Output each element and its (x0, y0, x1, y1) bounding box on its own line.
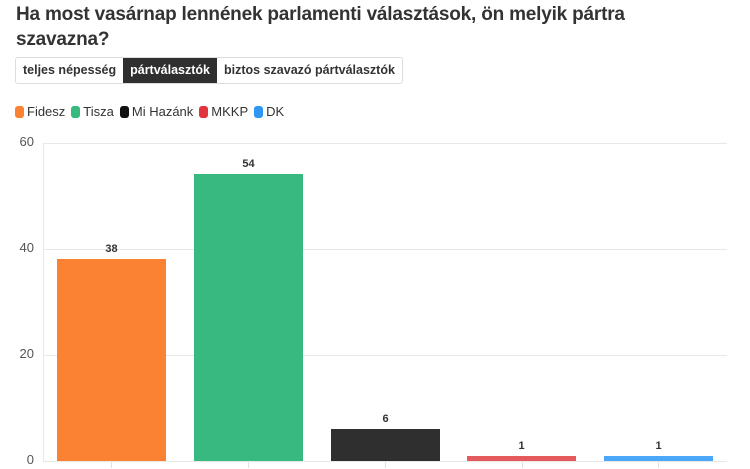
bar-mkkp[interactable] (467, 456, 576, 461)
legend-item-tisza[interactable]: Tisza (71, 104, 114, 119)
legend-swatch-icon (15, 105, 24, 118)
bar-fidesz[interactable] (57, 259, 166, 461)
chart-legend: Fidesz Tisza Mi Hazánk MKKP DK (15, 104, 284, 119)
x-axis-line (43, 461, 727, 462)
gridline (43, 143, 727, 144)
tab-partvalasztok[interactable]: pártválasztók (123, 58, 218, 83)
bar-value-label: 1 (518, 440, 525, 452)
legend-swatch-icon (119, 105, 129, 118)
bar-value-label: 1 (655, 440, 662, 452)
legend-item-dk[interactable]: DK (254, 104, 284, 119)
bar-dk[interactable] (604, 456, 713, 461)
bar-value-label: 38 (105, 243, 118, 255)
legend-label: Tisza (83, 104, 114, 119)
chart-title: Ha most vasárnap lennének parlamenti vál… (16, 4, 625, 50)
legend-label: Fidesz (27, 104, 66, 119)
bar-chart: 60 40 20 0 38 54 6 1 1 (0, 130, 750, 469)
y-axis-line (43, 143, 44, 461)
legend-swatch-icon (71, 105, 81, 118)
legend-label: Mi Hazánk (131, 104, 194, 119)
tab-biztos-szavazo-partvalasztok[interactable]: biztos szavazó pártválasztók (224, 63, 395, 77)
y-tick-label: 20 (19, 346, 34, 361)
y-tick-label: 40 (19, 240, 34, 255)
bar-tisza[interactable] (194, 174, 303, 461)
x-tick (522, 462, 523, 468)
legend-item-mi-hazank[interactable]: Mi Hazánk (119, 104, 194, 119)
legend-swatch-icon (254, 105, 264, 118)
x-tick (111, 462, 112, 468)
bar-value-label: 54 (242, 158, 255, 170)
legend-item-mkkp[interactable]: MKKP (199, 104, 248, 119)
bar-mi-hazank[interactable] (331, 429, 440, 461)
legend-item-fidesz[interactable]: Fidesz (15, 104, 65, 119)
gridline (43, 249, 727, 250)
y-tick-label: 0 (26, 452, 34, 467)
legend-label: MKKP (211, 104, 249, 119)
x-tick (658, 462, 659, 468)
bar-value-label: 6 (382, 413, 389, 425)
legend-swatch-icon (199, 105, 209, 118)
gridline (43, 355, 727, 356)
population-filter-tabs: teljes népesség pártválasztók biztos sza… (15, 57, 403, 84)
y-tick-label: 60 (19, 134, 34, 149)
x-tick (248, 462, 249, 468)
tab-teljes-nepesseg[interactable]: teljes népesség (23, 63, 117, 77)
legend-label: DK (266, 104, 285, 119)
x-tick (385, 462, 386, 468)
